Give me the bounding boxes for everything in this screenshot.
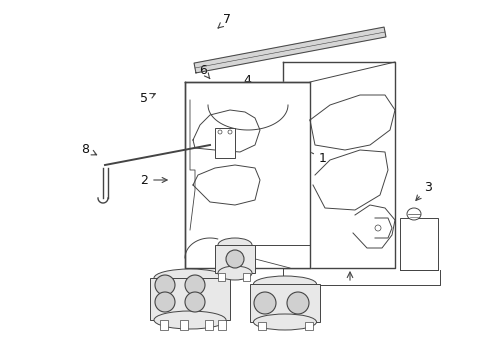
Bar (243, 273, 249, 281)
Polygon shape (194, 27, 385, 73)
Bar (150, 278, 229, 320)
Ellipse shape (218, 266, 251, 280)
Text: 2: 2 (140, 174, 167, 186)
Circle shape (225, 250, 244, 268)
Circle shape (155, 275, 175, 295)
Text: 8: 8 (81, 143, 97, 156)
Bar (258, 322, 265, 330)
Circle shape (286, 292, 308, 314)
Polygon shape (283, 62, 394, 268)
Ellipse shape (253, 314, 316, 330)
Circle shape (155, 292, 175, 312)
Ellipse shape (253, 276, 316, 292)
Text: 4: 4 (243, 75, 250, 91)
Circle shape (253, 292, 275, 314)
Circle shape (227, 130, 231, 134)
Text: 1: 1 (262, 128, 326, 165)
Bar (215, 128, 235, 158)
Bar (218, 320, 225, 330)
Text: 7: 7 (218, 13, 231, 28)
Text: 3: 3 (415, 181, 431, 201)
Ellipse shape (406, 208, 420, 220)
Text: 6: 6 (199, 64, 209, 78)
Bar (399, 218, 437, 270)
Ellipse shape (218, 238, 251, 252)
Ellipse shape (154, 269, 225, 287)
Bar (305, 322, 312, 330)
Circle shape (184, 275, 204, 295)
Bar (204, 320, 213, 330)
Bar (215, 245, 254, 273)
Text: 5: 5 (140, 93, 155, 105)
Polygon shape (184, 82, 309, 268)
Bar (218, 273, 224, 281)
Bar (249, 284, 319, 322)
Bar (180, 320, 187, 330)
Circle shape (374, 225, 380, 231)
Circle shape (184, 292, 204, 312)
Bar (160, 320, 168, 330)
Circle shape (218, 130, 222, 134)
Ellipse shape (154, 311, 225, 329)
